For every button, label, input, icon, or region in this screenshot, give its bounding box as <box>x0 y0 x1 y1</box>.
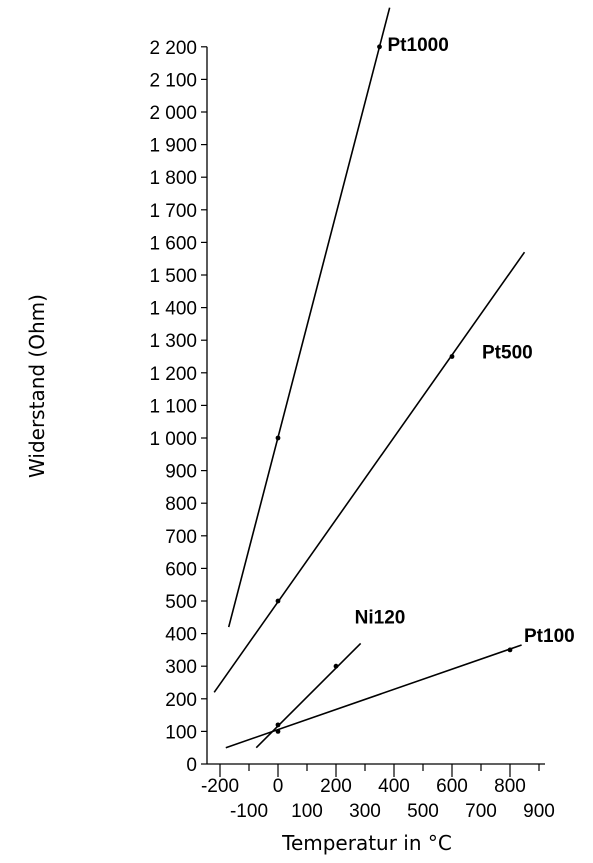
x-tick-label: 900 <box>523 801 555 822</box>
y-tick-label: 2 000 <box>149 103 197 124</box>
data-point-pt100 <box>275 729 281 734</box>
series-label-pt100: Pt100 <box>524 626 575 647</box>
y-tick-label: 100 <box>165 722 197 743</box>
x-tick-label: -200 <box>201 776 239 797</box>
y-tick-label: 1 100 <box>149 396 197 417</box>
y-tick-label: 1 800 <box>149 168 197 189</box>
data-point-ni120 <box>333 663 339 669</box>
series-line-pt100 <box>225 644 522 749</box>
y-tick-label: 700 <box>165 527 197 548</box>
x-tick-label: 0 <box>273 776 284 797</box>
y-tick-label: 800 <box>165 494 197 515</box>
y-tick-label: 1 300 <box>149 331 197 352</box>
series-label-pt1000: Pt1000 <box>388 35 449 56</box>
series-line-pt500 <box>213 251 526 693</box>
y-tick-label: 900 <box>165 462 197 483</box>
series-markers <box>275 44 513 734</box>
y-tick-label: 1 700 <box>149 201 197 222</box>
x-tick-label: 500 <box>407 801 439 822</box>
series-label-pt500: Pt500 <box>482 343 533 364</box>
x-tick-label: 100 <box>291 801 323 822</box>
x-ticks: -200 0 200 400 600 800 -100 100 300 500 700 900 <box>201 764 555 822</box>
y-tick-label: 2 200 <box>149 38 197 59</box>
series-labels: Pt1000 Pt500 Ni120 Pt100 <box>355 35 575 647</box>
x-tick-label: 700 <box>465 801 497 822</box>
y-tick-label: 1 200 <box>149 364 197 385</box>
data-point-pt100 <box>507 647 513 653</box>
y-tick-label: 1 400 <box>149 299 197 320</box>
x-tick-label: 600 <box>436 776 468 797</box>
y-tick-label: 1 000 <box>149 429 197 450</box>
data-point-pt1000 <box>275 435 281 441</box>
y-tick-label: 200 <box>165 690 197 711</box>
x-tick-label: 300 <box>349 801 381 822</box>
axes <box>206 46 545 765</box>
y-tick-label: 1 600 <box>149 233 197 254</box>
data-point-pt1000 <box>377 44 382 50</box>
x-tick-label: -100 <box>230 801 268 822</box>
data-point-pt500 <box>449 354 455 359</box>
x-axis-title: Temperatur in °C <box>281 831 452 855</box>
y-tick-label: 500 <box>165 592 197 613</box>
y-tick-label: 1 500 <box>149 266 197 287</box>
y-tick-label: 300 <box>165 657 197 678</box>
y-ticks: 0 100 200 300 400 500 600 700 800 900 1 000 1 100 1 … <box>149 38 207 776</box>
y-tick-label: 2 100 <box>149 70 197 91</box>
data-point-pt500 <box>275 598 281 604</box>
series-label-ni120: Ni120 <box>355 607 406 628</box>
series-line-pt1000 <box>227 7 391 628</box>
y-tick-label: 1 900 <box>149 136 197 157</box>
y-axis-title: Widerstand (Ohm) <box>25 294 49 478</box>
x-tick-label: 200 <box>320 776 352 797</box>
y-tick-label: 600 <box>165 559 197 580</box>
x-tick-label: 400 <box>378 776 410 797</box>
x-tick-label: 800 <box>494 776 526 797</box>
y-tick-label: 400 <box>165 625 197 646</box>
series-lines <box>213 7 526 749</box>
y-tick-label: 0 <box>186 755 197 776</box>
data-point-ni120 <box>275 722 281 728</box>
